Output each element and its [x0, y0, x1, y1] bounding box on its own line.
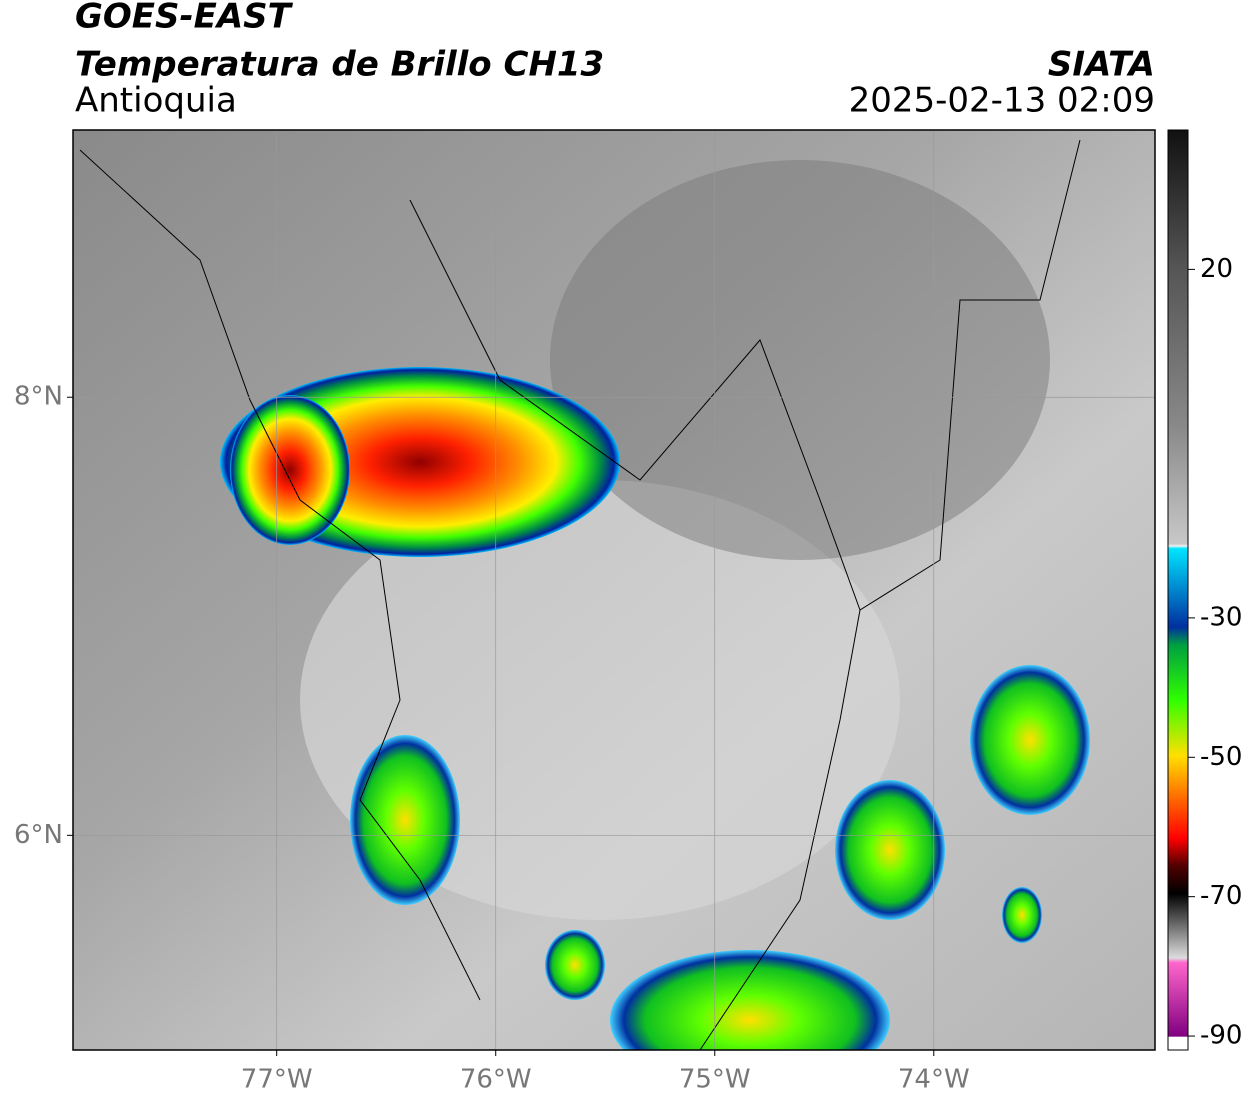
storm	[970, 665, 1090, 815]
subtitle: Temperatura de Brillo CH13	[75, 45, 604, 85]
storm	[610, 950, 890, 1050]
region: Antioquia	[75, 81, 237, 121]
storm	[230, 395, 350, 545]
colorbar-tick-label: 20	[1200, 254, 1233, 284]
border	[79, 139, 1081, 1050]
storm	[545, 930, 605, 1000]
y-tick-label: 8°N	[14, 382, 63, 412]
cloud	[550, 160, 1050, 560]
x-tick-label: 74°W	[898, 1065, 970, 1095]
map-frame	[72, 129, 1156, 1051]
storm	[350, 735, 460, 905]
x-tick-label: 76°W	[460, 1065, 532, 1095]
map	[73, 130, 1155, 1050]
colorbar-tick-label: -30	[1200, 602, 1242, 632]
colorbar-tick-label: -90	[1200, 1021, 1242, 1051]
source: SIATA	[1048, 45, 1155, 85]
storm	[1002, 887, 1042, 943]
colorbar-tick-label: -50	[1200, 742, 1242, 772]
y-tick-label: 6°N	[14, 820, 63, 850]
storm	[835, 780, 945, 920]
title: GOES-EAST	[75, 0, 294, 37]
x-tick-label: 77°W	[241, 1065, 313, 1095]
colorbar-tick-label: -70	[1200, 881, 1242, 911]
colorbar	[1167, 129, 1189, 1051]
x-tick-label: 75°W	[679, 1065, 751, 1095]
datetime: 2025-02-13 02:09	[849, 81, 1155, 121]
